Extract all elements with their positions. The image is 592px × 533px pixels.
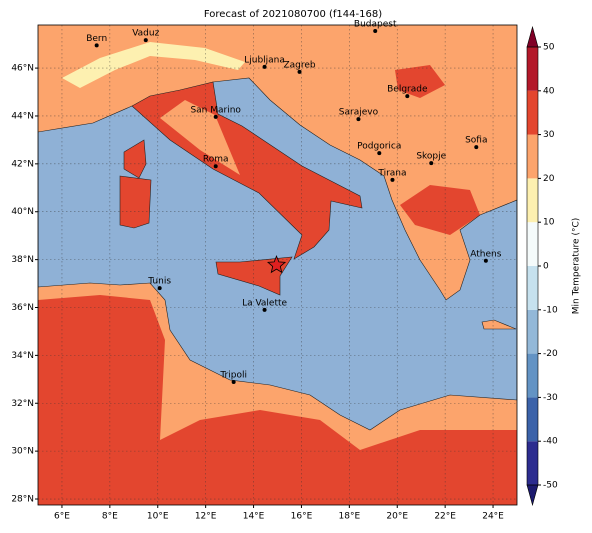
colorbar-band <box>527 222 538 266</box>
x-tick-label: 8°E <box>102 512 118 522</box>
city-label: Ljubljana <box>244 55 285 65</box>
x-tick-label: 16°E <box>291 512 313 522</box>
x-tick-label: 20°E <box>386 512 408 522</box>
y-tick-label: 32°N <box>11 399 34 409</box>
colorbar-tick-label: -40 <box>543 437 558 447</box>
alps <box>62 42 245 88</box>
colorbar-tick-label: -30 <box>543 393 558 403</box>
y-tick-label: 44°N <box>11 111 34 121</box>
map-frame <box>37 24 518 506</box>
city-label: Athens <box>470 249 501 259</box>
x-tick-label: 14°E <box>243 512 265 522</box>
city-label: Podgorica <box>357 142 401 152</box>
colorbar: -50 -40 -30 -20 -10 0 10 20 30 40 50 <box>526 25 558 507</box>
warm-patch <box>400 185 480 235</box>
hot-region <box>38 295 517 505</box>
city-label: Belgrade <box>387 85 428 95</box>
colorbar-tick-label: 50 <box>543 43 555 53</box>
title: Forecast of 2021080700 (f144-168) <box>204 9 382 20</box>
colorbar-band <box>527 47 538 91</box>
colorbar-tick-label: 10 <box>543 218 555 228</box>
colorbar-extend-high <box>526 25 539 48</box>
city-label: Zagreb <box>283 60 315 70</box>
city-label: La Valette <box>242 298 287 308</box>
city-dot <box>390 177 395 182</box>
sardinia <box>119 175 152 229</box>
colorbar-band <box>527 397 538 442</box>
city-dot <box>157 286 162 291</box>
city-label: Roma <box>203 155 229 165</box>
colorbar-tick-label: 40 <box>543 86 555 96</box>
colorbar-band <box>527 266 538 310</box>
city-label: Vaduz <box>132 29 159 39</box>
colorbar-band <box>527 90 538 135</box>
city-dot <box>405 94 410 99</box>
colorbar-tick-label: -10 <box>543 305 558 315</box>
colorbar-extend-low <box>526 484 539 507</box>
colorbar-label: Min Temperature (°C) <box>572 218 582 315</box>
x-tick-label: 6°E <box>54 512 70 522</box>
y-tick-label: 40°N <box>11 207 34 217</box>
colorbar-band <box>527 353 538 398</box>
x-tick-label: 22°E <box>434 512 456 522</box>
city-dot <box>262 307 267 312</box>
city-dot <box>297 69 302 74</box>
y-tick-label: 28°N <box>11 495 34 505</box>
italy-cool <box>160 100 240 175</box>
axes: 6°E 8°E 10°E 12°E 14°E 16°E 18°E 20°E 22°E 24°E 28… <box>11 64 504 522</box>
city-dot <box>213 164 218 169</box>
city-label: Tirana <box>377 168 406 178</box>
city-label: San Marino <box>190 105 241 115</box>
colorbar-tick-label: -50 <box>543 481 558 491</box>
colorbar-tick-label: 30 <box>543 130 555 140</box>
city-dot <box>94 43 99 48</box>
gridlines <box>38 25 517 505</box>
colorbar-tick-label: 20 <box>543 174 555 184</box>
x-tick-label: 18°E <box>339 512 361 522</box>
colorbar-band <box>527 441 538 485</box>
city-dot <box>377 151 382 156</box>
map-fill <box>38 25 517 505</box>
colorbar-tick-label: 0 <box>543 262 549 272</box>
warm-patch <box>395 65 445 98</box>
colorbar-tick-label: -20 <box>543 349 558 359</box>
city-label: Budapest <box>354 19 397 29</box>
city-dot <box>483 258 488 263</box>
city-dot <box>231 379 236 384</box>
y-tick-label: 42°N <box>11 159 34 169</box>
location-marker <box>267 255 287 274</box>
city-dot <box>373 28 378 33</box>
y-tick-label: 36°N <box>11 303 34 313</box>
y-tick-label: 34°N <box>11 351 34 361</box>
colorbar-band <box>527 134 538 179</box>
city-label: Bern <box>86 34 107 44</box>
colorbar-band <box>527 178 538 223</box>
city-dot <box>356 117 361 122</box>
y-tick-label: 46°N <box>11 64 34 74</box>
colorbar-band <box>527 309 538 354</box>
crete <box>481 319 517 330</box>
city-label: Skopje <box>416 152 446 162</box>
x-tick-label: 24°E <box>482 512 504 522</box>
y-tick-label: 38°N <box>11 255 34 265</box>
city-label: Sarajevo <box>339 108 379 118</box>
city-label: Tripoli <box>219 370 247 380</box>
y-tick-label: 30°N <box>11 447 34 457</box>
city-dot <box>143 38 148 43</box>
corsica <box>123 139 147 179</box>
city-dot <box>262 64 267 69</box>
city-label: Tunis <box>147 277 171 287</box>
city-dot <box>474 145 479 150</box>
x-tick-label: 12°E <box>195 512 217 522</box>
x-tick-label: 10°E <box>147 512 169 522</box>
city-dot <box>213 114 218 119</box>
city-dot <box>429 161 434 166</box>
city-label: Sofia <box>465 136 487 146</box>
